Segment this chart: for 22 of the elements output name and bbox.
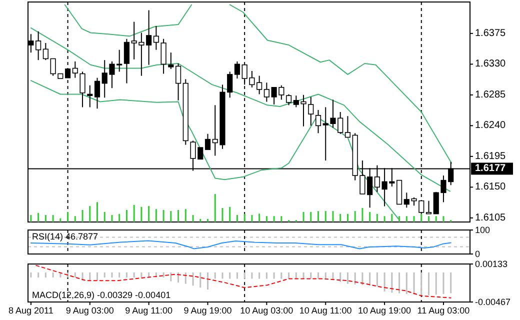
y-tick-label: 0 xyxy=(475,249,480,259)
y-tick-label: 1.6195 xyxy=(475,150,506,162)
x-tick-label: 9 Aug 03:00 xyxy=(66,305,114,316)
y-tick-label: 1.6240 xyxy=(475,120,506,132)
y-tick-label: 1.6150 xyxy=(475,182,506,193)
y-tick-label: 1.6330 xyxy=(475,58,506,70)
x-tick-label: 11 Aug 03:00 xyxy=(417,305,470,316)
ref-line-label: 1.6177 xyxy=(475,163,506,174)
x-tick-label: 10 Aug 11:00 xyxy=(299,305,352,316)
y-tick-label: 1.6285 xyxy=(475,89,506,100)
y-tick-label: -0.00467 xyxy=(475,297,511,307)
y-tick-label: 100 xyxy=(475,225,490,235)
y-tick-label: 0.00133 xyxy=(475,259,508,269)
x-tick-label: 9 Aug 19:00 xyxy=(184,305,232,316)
y-tick-label: 1.6375 xyxy=(475,28,506,39)
x-tick-label: 8 Aug 2011 xyxy=(8,305,54,316)
text: MACD(12,26,9) -0.00329 -0.00401 xyxy=(32,290,171,300)
x-tick-label: 10 Aug 03:00 xyxy=(240,305,294,316)
x-tick-label: 10 Aug 19:00 xyxy=(358,305,412,316)
y-tick-label: 1.6105 xyxy=(475,212,506,224)
x-tick-label: 9 Aug 11:00 xyxy=(125,305,173,316)
chart-title: RSI(14) 46.7877 xyxy=(32,231,98,242)
